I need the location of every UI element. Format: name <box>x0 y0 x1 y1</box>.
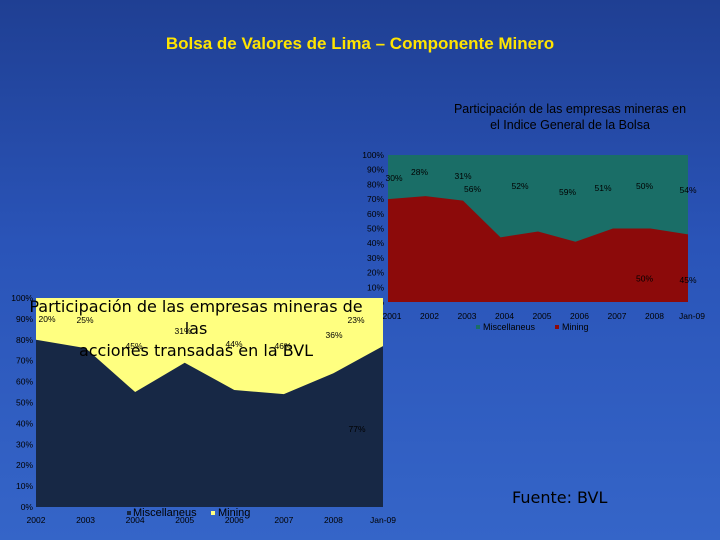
chart2-x-tick: 2003 <box>76 515 95 525</box>
chart2-y-tick: 10% <box>16 481 33 491</box>
chart1-legend-swatch-miscellaneus <box>476 325 480 329</box>
chart2-x-tick: 2002 <box>27 515 46 525</box>
chart1-legend-miscellaneus: Miscellaneus <box>483 322 536 332</box>
chart1-legend-swatch-mining <box>555 325 559 329</box>
chart2-x-tick: 2005 <box>175 515 194 525</box>
chart2-mining-area <box>36 339 383 507</box>
chart2-y-tick: 90% <box>16 314 33 324</box>
chart2-legend-miscellaneus: Miscellaneus <box>133 507 197 519</box>
chart1-x-tick: 2004 <box>495 311 514 321</box>
chart1-data-label: 50% <box>636 273 653 283</box>
chart1-data-label: 56% <box>464 184 481 194</box>
chart1-data-label: 51% <box>594 183 611 193</box>
chart1-group: 100%90%80%70%60%50%40%30%20%10%%20012002… <box>362 150 705 332</box>
chart1-data-label: 30% <box>385 173 402 183</box>
chart1-y-tick: 20% <box>367 268 384 278</box>
chart1-title-line-2: el Indice General de la Bolsa <box>490 118 650 132</box>
chart1-x-tick: 2007 <box>608 311 627 321</box>
chart1-y-tick: 100% <box>362 150 384 160</box>
chart1-data-label: 31% <box>454 171 471 181</box>
chart2-data-label: 45% <box>125 341 142 351</box>
chart2-y-tick: 50% <box>16 398 33 408</box>
chart1-data-label: 59% <box>559 187 576 197</box>
chart2-legend-swatch-mining <box>211 511 215 515</box>
chart2-x-tick: 2006 <box>225 515 244 525</box>
chart1-x-tick: 2001 <box>383 311 402 321</box>
chart2-y-tick: 70% <box>16 356 33 366</box>
chart2-data-label: 20% <box>38 314 55 324</box>
chart1-y-tick: 90% <box>367 165 384 175</box>
chart2-y-tick: 100% <box>11 293 33 303</box>
chart2-legend-mining: Mining <box>218 507 250 519</box>
chart1-y-tick: 80% <box>367 179 384 189</box>
chart2-data-label: 46% <box>274 341 291 351</box>
chart1-title-line-1: Participación de las empresas mineras en <box>453 102 687 116</box>
chart2-title: Participación de las empresas mineras de… <box>26 296 366 362</box>
chart1-y-tick: 10% <box>367 282 384 292</box>
chart2-y-tick: 0% <box>21 502 34 512</box>
chart2-data-label: 31% <box>174 326 191 336</box>
source-note: Fuente: BVL <box>512 488 608 507</box>
chart2-x-tick: 2008 <box>324 515 343 525</box>
chart1-data-label: 54% <box>679 185 696 195</box>
chart1-data-label: 50% <box>636 181 653 191</box>
chart1-x-tick: 2003 <box>458 311 477 321</box>
chart1-y-tick: 40% <box>367 238 384 248</box>
chart2-y-tick: 40% <box>16 418 33 428</box>
chart2-y-tick: 60% <box>16 377 33 387</box>
chart2-x-tick: 2004 <box>126 515 145 525</box>
chart2-x-tick: 2007 <box>274 515 293 525</box>
chart2-x-tick: Jan-09 <box>370 515 396 525</box>
chart1-data-label: 28% <box>411 167 428 177</box>
chart2-title-line-1: Participación de las empresas mineras de… <box>29 297 363 338</box>
chart2-y-tick: 30% <box>16 439 33 449</box>
chart1-y-tick: 60% <box>367 209 384 219</box>
chart2-y-tick: 20% <box>16 460 33 470</box>
chart1-y-tick: 70% <box>367 194 384 204</box>
chart2-group: 100% 90% 80% 70% 60% 50% 40% 30% 20% 10% 0% 2002 200… <box>11 293 396 525</box>
chart1-data-label: 45% <box>679 275 696 285</box>
chart1-x-tick: Jan-09 <box>679 311 705 321</box>
chart1-x-tick: 2006 <box>570 311 589 321</box>
chart2-legend-swatch-miscellaneus <box>127 511 131 515</box>
chart1-legend-mining: Mining <box>562 322 589 332</box>
chart2-data-label: 36% <box>325 330 342 340</box>
chart2-title-line-2: acciones transadas en la BVL <box>78 341 314 360</box>
chart1-x-tick: 2002 <box>420 311 439 321</box>
chart2-data-label: 44% <box>225 339 242 349</box>
chart1-x-tick: 2008 <box>645 311 664 321</box>
slide-title: Bolsa de Valores de Lima – Componente Mi… <box>165 34 555 53</box>
chart2-data-label: 23% <box>347 315 364 325</box>
chart2-data-label: 25% <box>76 315 93 325</box>
chart2-data-label: 77% <box>348 424 365 434</box>
chart1-title: Participación de las empresas mineras en… <box>420 101 720 133</box>
chart1-data-label: 52% <box>511 181 528 191</box>
chart1-x-tick: 2005 <box>533 311 552 321</box>
chart2-y-tick: 80% <box>16 335 33 345</box>
chart1-y-tick: 30% <box>367 253 384 263</box>
chart1-mining-area <box>388 196 688 302</box>
chart1-y-tick: 50% <box>367 224 384 234</box>
